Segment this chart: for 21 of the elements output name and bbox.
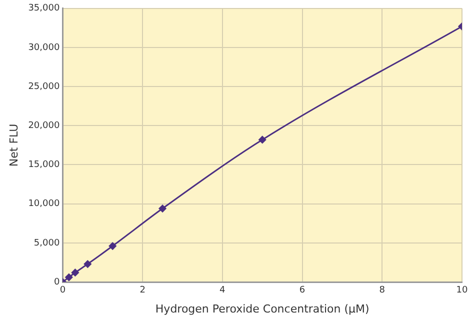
point <box>258 136 266 144</box>
x-tick-label: 6 <box>299 286 306 296</box>
x-tick-label: 2 <box>140 286 146 296</box>
point <box>108 242 116 250</box>
x-tick-label: 4 <box>220 286 226 296</box>
y-tick-label: 15,000 <box>28 160 60 170</box>
y-tick-label: 20,000 <box>28 121 60 131</box>
y-tick-label: 30,000 <box>28 42 60 53</box>
point <box>71 268 79 276</box>
y-tick-label: 5,000 <box>34 238 60 248</box>
x-tick-label: 8 <box>379 286 386 296</box>
x-tick-label: 10 <box>456 286 468 296</box>
point <box>84 260 92 268</box>
y-tick-label: 25,000 <box>28 82 60 92</box>
y-tick-label: 35,000 <box>28 4 60 14</box>
y-tick-label: 10,000 <box>28 199 60 210</box>
point <box>158 204 166 212</box>
y-axis-title: Net FLU <box>7 124 20 167</box>
point <box>65 274 73 282</box>
x-axis-title: Hydrogen Peroxide Concentration (µM) <box>155 302 370 316</box>
y-tick-label: 0 <box>54 277 60 288</box>
